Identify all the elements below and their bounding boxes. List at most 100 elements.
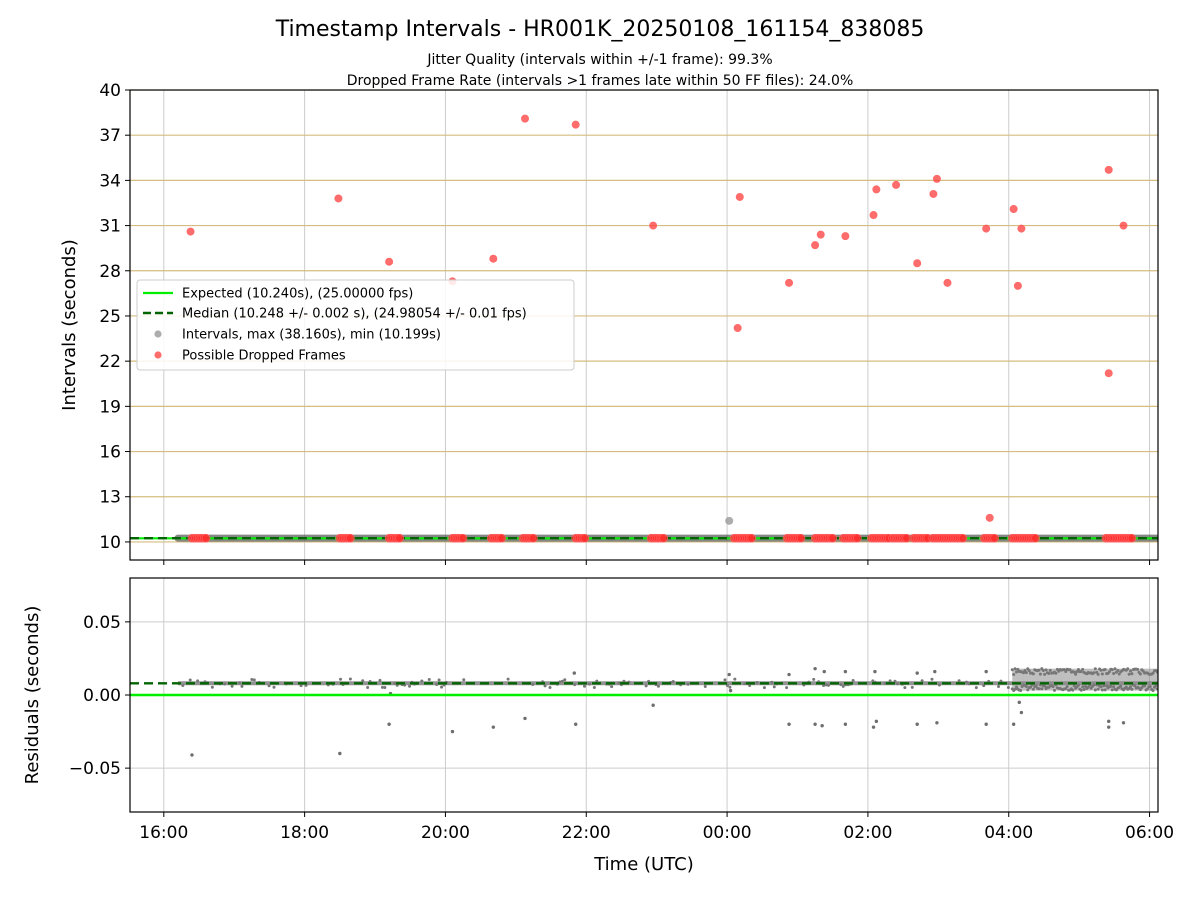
- dropped-frame-point: [828, 533, 838, 543]
- x-tick-label: 04:00: [984, 823, 1033, 843]
- y-tick-label: 13: [99, 488, 121, 508]
- residual-point: [408, 684, 412, 688]
- dropped-frame-point: [853, 533, 862, 543]
- residual-point: [967, 682, 971, 686]
- residual-point: [240, 684, 244, 688]
- dropped-frame-point: [395, 533, 404, 543]
- residual-point: [656, 684, 660, 688]
- residual-point: [1130, 672, 1134, 676]
- dropped-frame-point: [929, 189, 938, 198]
- residual-point: [548, 685, 552, 689]
- dropped-frame-point: [869, 211, 878, 220]
- residual-point: [851, 679, 855, 683]
- dropped-frame-point: [346, 533, 355, 543]
- intervals-grid: [130, 90, 1158, 560]
- residual-point: [1109, 684, 1113, 688]
- residual-point: [888, 679, 892, 683]
- residual-point: [1082, 687, 1086, 691]
- residual-point: [1110, 688, 1114, 692]
- residual-point: [1019, 710, 1024, 715]
- residual-point: [1093, 688, 1097, 692]
- residual-point: [748, 684, 752, 688]
- residual-point: [583, 684, 587, 688]
- residual-point: [762, 686, 766, 690]
- residual-point: [1074, 672, 1078, 676]
- residual-point: [1034, 684, 1038, 688]
- residual-point: [743, 682, 747, 686]
- residual-point: [1048, 668, 1052, 672]
- y-tick-label: 10: [99, 533, 121, 553]
- residual-point: [1100, 672, 1104, 676]
- residual-point: [1072, 684, 1076, 688]
- residual-point: [915, 722, 919, 726]
- dropped-frame-point: [816, 230, 825, 239]
- residual-point: [1099, 685, 1103, 689]
- residual-point: [617, 681, 621, 685]
- residual-point: [1092, 671, 1096, 675]
- residual-point: [338, 751, 342, 756]
- residual-point: [558, 680, 562, 684]
- residual-point: [813, 722, 817, 726]
- residual-point: [787, 672, 791, 677]
- legend-intervals-swatch: [154, 330, 162, 338]
- legend-label: Possible Dropped Frames: [182, 349, 346, 364]
- residual-point: [785, 686, 789, 690]
- residual-point: [915, 671, 919, 675]
- dropped-frame-point: [1119, 221, 1128, 230]
- residual-point: [1100, 688, 1104, 692]
- residual-point: [1043, 672, 1047, 676]
- residual-point: [1013, 667, 1017, 671]
- residual-point: [1143, 684, 1147, 688]
- residual-point: [1096, 687, 1100, 691]
- residual-point: [210, 685, 214, 689]
- residual-point: [1151, 671, 1155, 675]
- dropped-frame-point: [785, 278, 794, 287]
- residual-point: [910, 685, 914, 689]
- residual-point: [383, 686, 387, 690]
- residual-point: [644, 684, 648, 688]
- dropped-frame-point: [1031, 533, 1040, 543]
- dropped-frame-point: [186, 227, 195, 236]
- residual-point: [304, 683, 308, 687]
- residual-point: [822, 684, 826, 688]
- residual-point: [822, 669, 826, 674]
- residual-point: [957, 679, 961, 683]
- residual-point: [1103, 667, 1107, 671]
- dropped-frame-point: [1009, 205, 1018, 214]
- dropped-frame-point: [982, 224, 991, 233]
- residual-point: [387, 722, 391, 726]
- legend-box: [136, 279, 575, 371]
- residual-point: [1076, 683, 1080, 687]
- residual-point: [506, 677, 510, 681]
- residual-point: [420, 679, 424, 683]
- residual-point: [843, 669, 848, 674]
- residual-point: [843, 722, 848, 726]
- dropped-frame-point: [1017, 224, 1026, 233]
- residual-point: [437, 678, 441, 682]
- residual-point: [1119, 684, 1123, 688]
- y-tick-label: 34: [99, 171, 121, 191]
- dropped-frame-point: [385, 257, 394, 266]
- residual-point: [574, 722, 578, 726]
- residual-point: [223, 682, 227, 686]
- residual-point: [1092, 683, 1096, 687]
- residual-point: [987, 679, 991, 683]
- dropped-frame-point: [841, 232, 850, 241]
- residual-point: [1029, 685, 1033, 689]
- residual-point: [622, 679, 626, 683]
- residual-point: [1006, 686, 1010, 690]
- residual-point: [1130, 687, 1134, 691]
- residual-point: [728, 688, 733, 693]
- residual-point: [252, 678, 256, 682]
- residual-point: [1022, 671, 1026, 675]
- dropped-frame-point: [458, 533, 468, 543]
- residual-point: [920, 679, 924, 683]
- residual-point: [999, 679, 1003, 683]
- residual-point: [380, 685, 384, 689]
- dropped-frame-point: [733, 324, 742, 333]
- residual-point: [1041, 669, 1045, 673]
- residual-point: [366, 685, 370, 689]
- residual-point: [686, 682, 690, 686]
- residual-point: [348, 677, 352, 681]
